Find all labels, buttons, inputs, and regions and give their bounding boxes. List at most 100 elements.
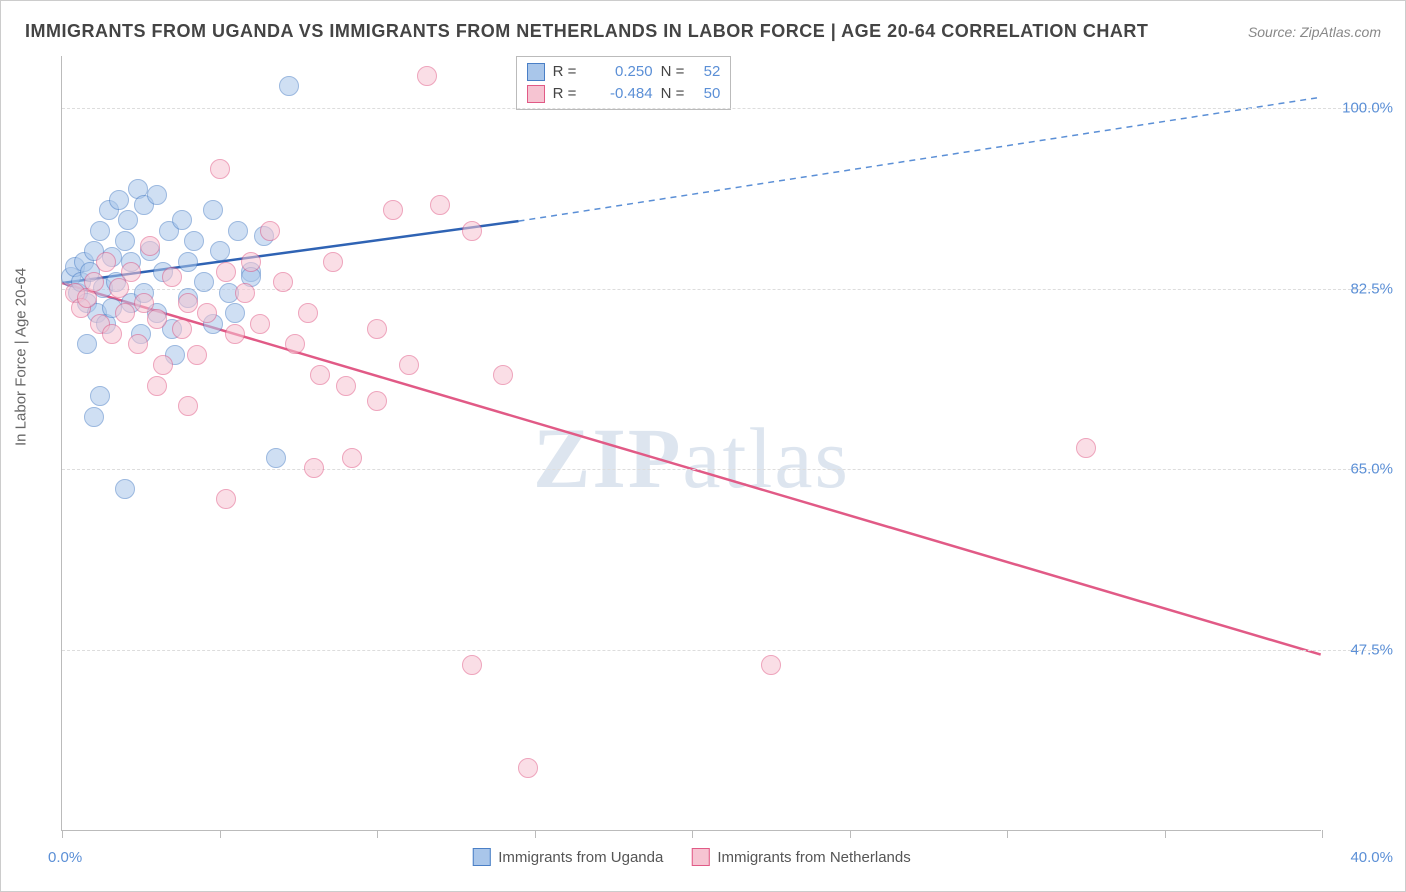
data-point	[285, 334, 305, 354]
plot-area: ZIPatlas R =0.250N =52R =-0.484N =50 Imm…	[61, 56, 1321, 831]
r-value: 0.250	[591, 61, 653, 83]
x-tick	[1322, 830, 1323, 838]
gridline	[62, 108, 1381, 109]
chart-title: IMMIGRANTS FROM UGANDA VS IMMIGRANTS FRO…	[25, 21, 1148, 42]
data-point	[216, 262, 236, 282]
r-label: R =	[553, 83, 583, 105]
n-value: 50	[692, 83, 720, 105]
data-point	[235, 283, 255, 303]
data-point	[228, 221, 248, 241]
x-tick	[535, 830, 536, 838]
data-point	[367, 391, 387, 411]
data-point	[178, 252, 198, 272]
data-point	[178, 396, 198, 416]
legend-swatch	[527, 85, 545, 103]
legend-swatch	[472, 848, 490, 866]
x-tick	[1165, 830, 1166, 838]
data-point	[1076, 438, 1096, 458]
data-point	[417, 66, 437, 86]
data-point	[260, 221, 280, 241]
data-point	[250, 314, 270, 334]
y-axis-label: In Labor Force | Age 20-64	[13, 268, 30, 446]
data-point	[140, 236, 160, 256]
data-point	[187, 345, 207, 365]
source-attribution: Source: ZipAtlas.com	[1248, 24, 1381, 40]
y-tick-label: 47.5%	[1350, 642, 1393, 659]
x-tick	[1007, 830, 1008, 838]
legend-swatch	[691, 848, 709, 866]
data-point	[298, 303, 318, 323]
data-point	[210, 159, 230, 179]
data-point	[462, 655, 482, 675]
x-tick	[692, 830, 693, 838]
data-point	[367, 319, 387, 339]
data-point	[194, 272, 214, 292]
data-point	[147, 376, 167, 396]
watermark: ZIPatlas	[533, 408, 850, 508]
data-point	[342, 448, 362, 468]
data-point	[493, 365, 513, 385]
n-label: N =	[661, 83, 685, 105]
data-point	[241, 252, 261, 272]
data-point	[162, 267, 182, 287]
data-point	[323, 252, 343, 272]
data-point	[210, 241, 230, 261]
data-point	[115, 303, 135, 323]
data-point	[109, 190, 129, 210]
data-point	[310, 365, 330, 385]
data-point	[115, 231, 135, 251]
data-point	[266, 448, 286, 468]
series-legend: Immigrants from Uganda Immigrants from Ne…	[472, 848, 910, 866]
legend-label: Immigrants from Netherlands	[717, 849, 910, 866]
data-point	[273, 272, 293, 292]
legend-item: Immigrants from Uganda	[472, 848, 663, 866]
data-point	[225, 303, 245, 323]
legend-row: R = -0.484 N = 50	[527, 83, 721, 105]
data-point	[84, 407, 104, 427]
data-point	[77, 334, 97, 354]
data-point	[147, 185, 167, 205]
legend-swatch	[527, 63, 545, 81]
data-point	[90, 386, 110, 406]
x-axis-max-label: 40.0%	[1350, 849, 1393, 866]
gridline	[62, 650, 1381, 651]
data-point	[90, 221, 110, 241]
x-tick	[220, 830, 221, 838]
trend-lines-svg	[62, 56, 1321, 830]
data-point	[184, 231, 204, 251]
data-point	[383, 200, 403, 220]
chart-container: IMMIGRANTS FROM UGANDA VS IMMIGRANTS FRO…	[0, 0, 1406, 892]
n-value: 52	[692, 61, 720, 83]
data-point	[761, 655, 781, 675]
y-tick-label: 82.5%	[1350, 280, 1393, 297]
data-point	[102, 324, 122, 344]
title-bar: IMMIGRANTS FROM UGANDA VS IMMIGRANTS FRO…	[25, 21, 1381, 42]
data-point	[336, 376, 356, 396]
data-point	[225, 324, 245, 344]
data-point	[518, 758, 538, 778]
data-point	[172, 210, 192, 230]
x-tick	[62, 830, 63, 838]
data-point	[121, 262, 141, 282]
data-point	[147, 309, 167, 329]
data-point	[216, 489, 236, 509]
x-tick	[377, 830, 378, 838]
data-point	[84, 272, 104, 292]
legend-row: R =0.250N =52	[527, 61, 721, 83]
legend-label: Immigrants from Uganda	[498, 849, 663, 866]
x-axis-min-label: 0.0%	[48, 849, 82, 866]
gridline	[62, 289, 1381, 290]
data-point	[462, 221, 482, 241]
data-point	[178, 293, 198, 313]
data-point	[279, 76, 299, 96]
correlation-legend: R = 0.250 N = 52R = -0.484 N = 50	[516, 56, 732, 110]
n-label: N =	[661, 61, 685, 83]
y-tick-label: 65.0%	[1350, 461, 1393, 478]
data-point	[430, 195, 450, 215]
data-point	[153, 355, 173, 375]
legend-item: Immigrants from Netherlands	[691, 848, 910, 866]
r-value: -0.484	[591, 83, 653, 105]
data-point	[197, 303, 217, 323]
gridline	[62, 469, 1381, 470]
x-tick	[850, 830, 851, 838]
